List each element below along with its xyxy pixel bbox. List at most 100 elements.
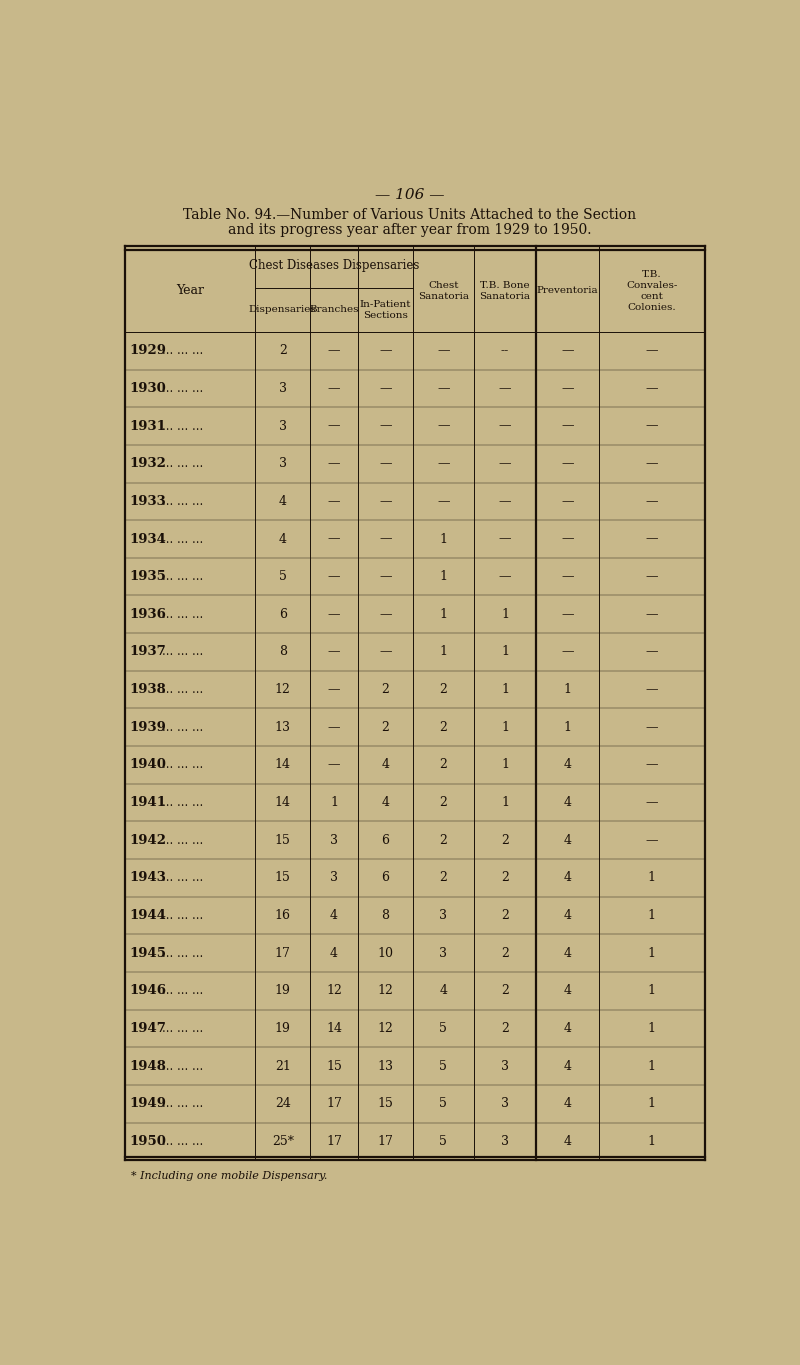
- Text: —: —: [499, 457, 511, 470]
- Text: 2: 2: [439, 834, 447, 846]
- Text: 3: 3: [501, 1059, 509, 1073]
- Text: 17: 17: [326, 1097, 342, 1110]
- Text: —: —: [379, 419, 392, 433]
- Text: 1: 1: [439, 646, 447, 658]
- Text: 1932: 1932: [130, 457, 166, 470]
- Text: —: —: [646, 344, 658, 358]
- Text: * Including one mobile Dispensary.: * Including one mobile Dispensary.: [131, 1171, 327, 1181]
- Text: ... ... ...: ... ... ...: [162, 984, 203, 998]
- Text: ... ... ...: ... ... ...: [162, 495, 203, 508]
- Text: 15: 15: [275, 834, 290, 846]
- Text: 1: 1: [648, 1059, 656, 1073]
- Text: 2: 2: [439, 682, 447, 696]
- Text: 13: 13: [274, 721, 290, 734]
- Text: 1935: 1935: [130, 571, 166, 583]
- Text: 4: 4: [564, 1097, 572, 1110]
- Text: —: —: [646, 759, 658, 771]
- Text: —: —: [379, 571, 392, 583]
- Text: 1945: 1945: [130, 947, 166, 960]
- Text: — 106 —: — 106 —: [375, 188, 445, 202]
- Text: 1: 1: [564, 721, 572, 734]
- Text: 2: 2: [382, 721, 390, 734]
- Text: ... ... ...: ... ... ...: [162, 1022, 203, 1035]
- Text: —: —: [646, 834, 658, 846]
- Text: 17: 17: [275, 947, 290, 960]
- Text: 1: 1: [501, 607, 509, 621]
- Text: —: —: [328, 571, 340, 583]
- Text: 1: 1: [439, 571, 447, 583]
- Text: 3: 3: [278, 419, 286, 433]
- Text: ... ... ...: ... ... ...: [162, 682, 203, 696]
- Text: 1930: 1930: [130, 382, 166, 394]
- Text: —: —: [562, 607, 574, 621]
- Text: 1: 1: [501, 721, 509, 734]
- Text: 1950: 1950: [130, 1134, 166, 1148]
- Text: Dispensaries: Dispensaries: [249, 306, 317, 314]
- Text: T.B. Bone
Sanatoria: T.B. Bone Sanatoria: [479, 281, 530, 302]
- Text: 4: 4: [382, 796, 390, 809]
- Text: 3: 3: [439, 909, 447, 921]
- Text: ... ... ...: ... ... ...: [162, 1134, 203, 1148]
- Text: Chest
Sanatoria: Chest Sanatoria: [418, 281, 469, 302]
- Text: —: —: [562, 382, 574, 394]
- Text: ... ... ...: ... ... ...: [162, 721, 203, 734]
- Text: —: —: [379, 607, 392, 621]
- Text: 17: 17: [378, 1134, 394, 1148]
- Text: —: —: [328, 759, 340, 771]
- Text: ... ... ...: ... ... ...: [162, 344, 203, 358]
- Text: —: —: [379, 457, 392, 470]
- Text: 3: 3: [330, 834, 338, 846]
- Text: 6: 6: [382, 834, 390, 846]
- Text: 2: 2: [501, 834, 509, 846]
- Text: 1949: 1949: [130, 1097, 166, 1110]
- Text: 5: 5: [439, 1059, 447, 1073]
- Text: ... ... ...: ... ... ...: [162, 909, 203, 921]
- Text: 1: 1: [648, 1097, 656, 1110]
- Text: 1937: 1937: [130, 646, 166, 658]
- Text: 12: 12: [275, 682, 290, 696]
- Text: 14: 14: [274, 759, 290, 771]
- Text: —: —: [379, 495, 392, 508]
- Text: 4: 4: [564, 834, 572, 846]
- Text: 1946: 1946: [130, 984, 166, 998]
- Text: —: —: [437, 382, 450, 394]
- Text: 1939: 1939: [130, 721, 166, 734]
- Text: 4: 4: [564, 796, 572, 809]
- Text: —: —: [379, 344, 392, 358]
- Text: 1: 1: [501, 682, 509, 696]
- Text: 15: 15: [378, 1097, 394, 1110]
- Text: 24: 24: [275, 1097, 290, 1110]
- Text: 10: 10: [378, 947, 394, 960]
- Text: —: —: [328, 457, 340, 470]
- Text: 4: 4: [278, 495, 286, 508]
- Text: 1: 1: [648, 984, 656, 998]
- Text: 3: 3: [439, 947, 447, 960]
- Text: 4: 4: [564, 909, 572, 921]
- Text: 3: 3: [501, 1134, 509, 1148]
- Text: Branches: Branches: [310, 306, 359, 314]
- Text: 25*: 25*: [272, 1134, 294, 1148]
- Text: 8: 8: [278, 646, 286, 658]
- Text: and its progress year after year from 1929 to 1950.: and its progress year after year from 19…: [228, 222, 592, 236]
- Text: —: —: [646, 419, 658, 433]
- Text: Table No. 94.—Number of Various Units Attached to the Section: Table No. 94.—Number of Various Units At…: [183, 207, 637, 222]
- Text: 3: 3: [501, 1097, 509, 1110]
- Text: —: —: [646, 721, 658, 734]
- Text: —: —: [646, 646, 658, 658]
- Text: 1948: 1948: [130, 1059, 166, 1073]
- Text: 21: 21: [275, 1059, 290, 1073]
- Text: 1947: 1947: [130, 1022, 166, 1035]
- Text: 14: 14: [274, 796, 290, 809]
- Text: 4: 4: [564, 1134, 572, 1148]
- Text: 1944: 1944: [130, 909, 166, 921]
- Text: —: —: [328, 495, 340, 508]
- Text: 2: 2: [439, 759, 447, 771]
- Text: —: —: [328, 607, 340, 621]
- Text: ... ... ...: ... ... ...: [162, 419, 203, 433]
- Text: —: —: [646, 457, 658, 470]
- Text: —: —: [328, 721, 340, 734]
- Text: —: —: [499, 495, 511, 508]
- Text: —: —: [562, 571, 574, 583]
- Text: T.B.
Convales-
cent
Colonies.: T.B. Convales- cent Colonies.: [626, 270, 678, 313]
- Text: 19: 19: [275, 984, 290, 998]
